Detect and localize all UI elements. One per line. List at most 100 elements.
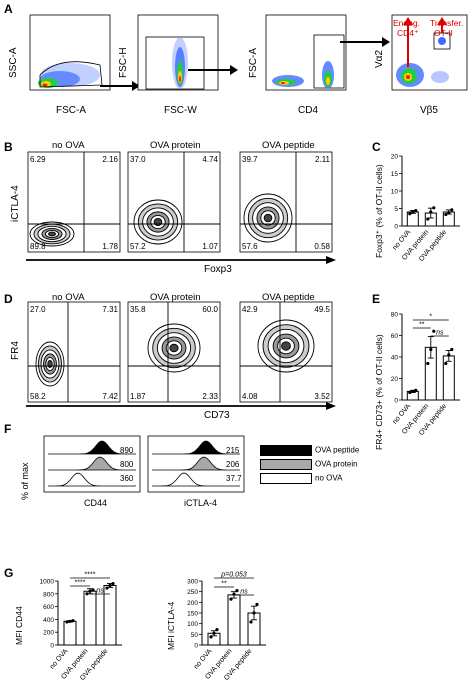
quadrant-upper-left-value: 39.7 [242, 155, 258, 164]
panelB-plot-3: 39.7 2.11 57.6 0.58 [239, 151, 333, 253]
arrow-a1-a2 [100, 81, 140, 91]
data-point [411, 389, 415, 393]
f-mfi-left-1: 890 [120, 446, 134, 455]
data-point [105, 586, 109, 590]
contour-ring [47, 360, 53, 368]
b-ylabel: iCTLA-4 [10, 185, 21, 222]
sig-label: p=0.053 [220, 572, 247, 579]
f-mfi-right-1: 215 [226, 446, 240, 455]
data-point [68, 619, 72, 623]
d-cond-1: no OVA [52, 292, 85, 303]
y-tick-label: 200 [43, 630, 54, 637]
quadrant-upper-right-value: 7.31 [102, 305, 118, 314]
a3-ylabel: FSC-A [248, 48, 259, 78]
data-point [212, 631, 216, 635]
c-ylabel: Foxp3⁺ (% of OT-II cells) [374, 164, 384, 258]
histogram-curve [152, 456, 240, 471]
panelB-plot-1: 6.29 2.16 89.8 1.78 [27, 151, 121, 253]
quadrant-upper-left-value: 35.8 [130, 305, 146, 314]
contour-ring [263, 213, 273, 223]
quadrant-upper-right-value: 2.16 [102, 155, 118, 164]
panelD-plot-1: 27.0 7.31 58.2 7.42 [27, 301, 121, 403]
b-xlabel: Foxp3 [204, 264, 232, 275]
histogram-curve [152, 472, 240, 487]
quadrant-upper-right-value: 49.5 [314, 305, 330, 314]
sig-label: ns [436, 330, 444, 337]
y-tick-label: 80 [391, 312, 399, 319]
bar [227, 594, 241, 646]
data-point [447, 211, 451, 215]
f-legend-label-noova: no OVA [315, 473, 343, 483]
y-tick-label: 150 [187, 611, 198, 618]
data-point [450, 208, 454, 212]
y-tick-label: 100 [187, 621, 198, 628]
f-mfi-left-3: 360 [120, 474, 134, 483]
a1-ylabel: SSC-A [8, 47, 19, 78]
data-point [252, 611, 256, 615]
y-tick-label: 40 [391, 355, 399, 362]
f-xlabel-left: CD44 [84, 498, 108, 508]
quadrant-upper-left-value: 6.29 [30, 155, 46, 164]
histogram-curve [48, 456, 136, 471]
quadrant-lower-left-value: 4.08 [242, 392, 258, 401]
panel-a-plot-3 [265, 14, 347, 91]
quadrant-upper-right-value: 60.0 [202, 305, 218, 314]
data-point [426, 361, 430, 366]
panel-g-label: G [4, 566, 14, 580]
data-point [255, 602, 259, 607]
plot-frame [239, 301, 333, 403]
sig-label: **** [75, 580, 86, 587]
data-point [414, 209, 418, 213]
panel-a-plot-2 [137, 14, 219, 91]
x-tick-label: no OVA [49, 648, 70, 671]
data-point [85, 592, 89, 596]
g-left-ylabel: MFI CD44 [14, 606, 24, 645]
f-legend-swatch-protein [260, 459, 312, 470]
bar [63, 620, 77, 646]
sig-label: ** [221, 581, 227, 588]
f-ylabel: % of max [20, 462, 30, 500]
quadrant-lower-right-value: 1.07 [202, 242, 218, 251]
quadrant-lower-right-value: 7.42 [102, 392, 118, 401]
a3-xlabel: CD4 [298, 105, 319, 116]
quadrant-lower-right-value: 2.33 [202, 392, 218, 401]
data-point [215, 628, 219, 632]
f-legend-swatch-noova [260, 473, 312, 484]
panel-a-label: A [4, 2, 13, 16]
arrow-a3-a4 [340, 37, 390, 47]
b-x-arrow [26, 256, 336, 264]
panel-b-label: B [4, 140, 13, 154]
bar [83, 590, 97, 646]
data-point [249, 620, 253, 624]
histograms-f [43, 435, 245, 493]
panel-c-label: C [372, 140, 381, 154]
y-tick-label: 10 [391, 189, 399, 196]
f-legend-swatch-peptide [260, 445, 312, 456]
bar [103, 584, 117, 646]
panelD-plot-3: 42.9 49.5 4.08 3.52 [239, 301, 333, 403]
contour-ring [153, 218, 163, 226]
y-tick-label: 0 [394, 398, 398, 405]
a2-ylabel: FSC-H [118, 47, 129, 78]
y-tick-label: 0 [194, 643, 198, 650]
quadrant-lower-right-value: 1.78 [102, 242, 118, 251]
y-tick-label: 20 [391, 154, 399, 161]
data-point [111, 581, 115, 586]
f-legend-noova: no OVA [260, 473, 342, 484]
d-x-arrow [26, 402, 336, 410]
data-point [91, 588, 95, 592]
g-right-ylabel: MFI iCTLA-4 [166, 601, 176, 650]
b-cond-2: OVA protein [150, 140, 201, 151]
data-point [429, 210, 433, 214]
panel-d-label: D [4, 292, 13, 306]
data-point [444, 212, 448, 217]
quadrant-lower-left-value: 57.6 [242, 242, 258, 251]
b-cond-1: no OVA [52, 140, 85, 151]
y-tick-label: 300 [187, 579, 198, 586]
quadrant-lower-left-value: 58.2 [30, 392, 46, 401]
d-ylabel: FR4 [10, 341, 21, 360]
panelB-plot-2: 37.0 4.74 57.2 1.07 [127, 151, 221, 253]
arrow-a2-a3 [188, 65, 238, 75]
